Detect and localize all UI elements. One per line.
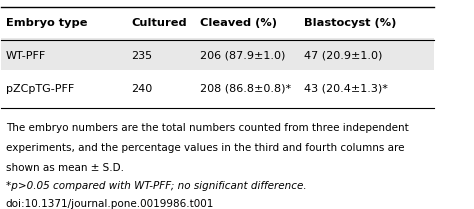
Text: 208 (86.8±0.8)*: 208 (86.8±0.8)*: [200, 84, 292, 94]
Text: Embryo type: Embryo type: [6, 18, 87, 28]
Text: 47 (20.9±1.0): 47 (20.9±1.0): [304, 51, 382, 61]
Text: 43 (20.4±1.3)*: 43 (20.4±1.3)*: [304, 84, 388, 94]
Text: pZCpTG-PFF: pZCpTG-PFF: [6, 84, 74, 94]
Text: experiments, and the percentage values in the third and fourth columns are: experiments, and the percentage values i…: [6, 143, 404, 153]
Text: Cleaved (%): Cleaved (%): [200, 18, 277, 28]
Text: *p>0.05 compared with WT-PFF; no significant difference.: *p>0.05 compared with WT-PFF; no signifi…: [6, 181, 306, 191]
Text: Cultured: Cultured: [131, 18, 187, 28]
Text: shown as mean ± S.D.: shown as mean ± S.D.: [6, 163, 124, 173]
Text: doi:10.1371/journal.pone.0019986.t001: doi:10.1371/journal.pone.0019986.t001: [6, 199, 214, 209]
Text: Blastocyst (%): Blastocyst (%): [304, 18, 396, 28]
Text: WT-PFF: WT-PFF: [6, 51, 46, 61]
FancyBboxPatch shape: [1, 38, 434, 74]
Text: 206 (87.9±1.0): 206 (87.9±1.0): [200, 51, 285, 61]
Text: The embryo numbers are the total numbers counted from three independent: The embryo numbers are the total numbers…: [6, 123, 409, 133]
Text: 240: 240: [131, 84, 152, 94]
FancyBboxPatch shape: [1, 70, 434, 107]
Text: 235: 235: [131, 51, 152, 61]
